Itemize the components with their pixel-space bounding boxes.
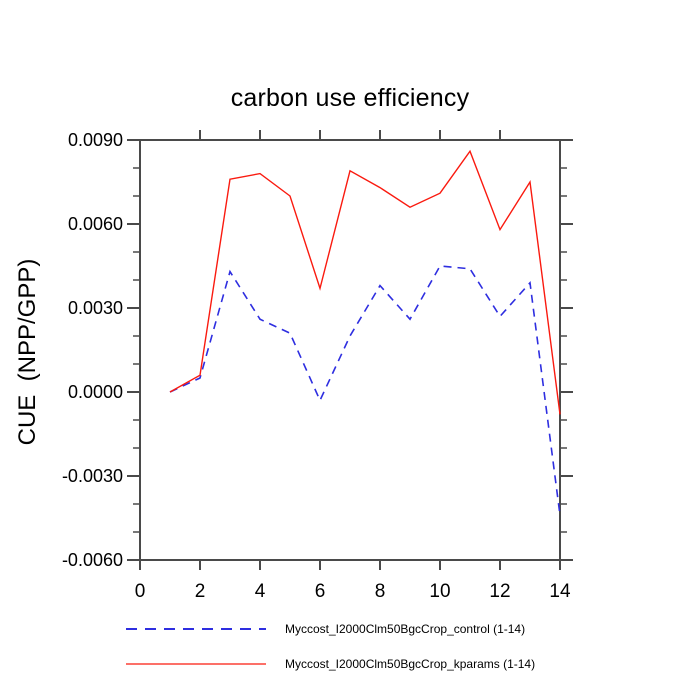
svg-text:0.0030: 0.0030 (68, 298, 123, 318)
svg-text:6: 6 (315, 581, 326, 602)
svg-text:10: 10 (429, 581, 450, 602)
svg-text:8: 8 (375, 581, 386, 602)
svg-text:12: 12 (489, 581, 510, 602)
svg-text:-0.0030: -0.0030 (62, 466, 123, 486)
svg-text:2: 2 (195, 581, 206, 602)
legend-item-control: Myccost_I2000Clm50BgcCrop_control (1-14) (125, 615, 535, 643)
svg-text:0.0090: 0.0090 (68, 130, 123, 150)
legend: Myccost_I2000Clm50BgcCrop_control (1-14)… (125, 615, 535, 685)
svg-text:0: 0 (135, 581, 146, 602)
svg-text:4: 4 (255, 581, 266, 602)
legend-swatch-kparams-solid-line (125, 660, 267, 668)
legend-label-kparams: Myccost_I2000Clm50BgcCrop_kparams (1-14) (285, 657, 536, 671)
svg-text:0.0060: 0.0060 (68, 214, 123, 234)
chart-title: carbon use efficiency (230, 84, 470, 112)
legend-swatch-control-dashed-line (125, 625, 267, 633)
svg-text:0.0000: 0.0000 (68, 382, 123, 402)
legend-label-control: Myccost_I2000Clm50BgcCrop_control (1-14) (285, 622, 526, 636)
legend-item-kparams: Myccost_I2000Clm50BgcCrop_kparams (1-14) (125, 650, 535, 678)
svg-text:-0.0060: -0.0060 (62, 550, 123, 570)
svg-text:14: 14 (549, 581, 571, 602)
